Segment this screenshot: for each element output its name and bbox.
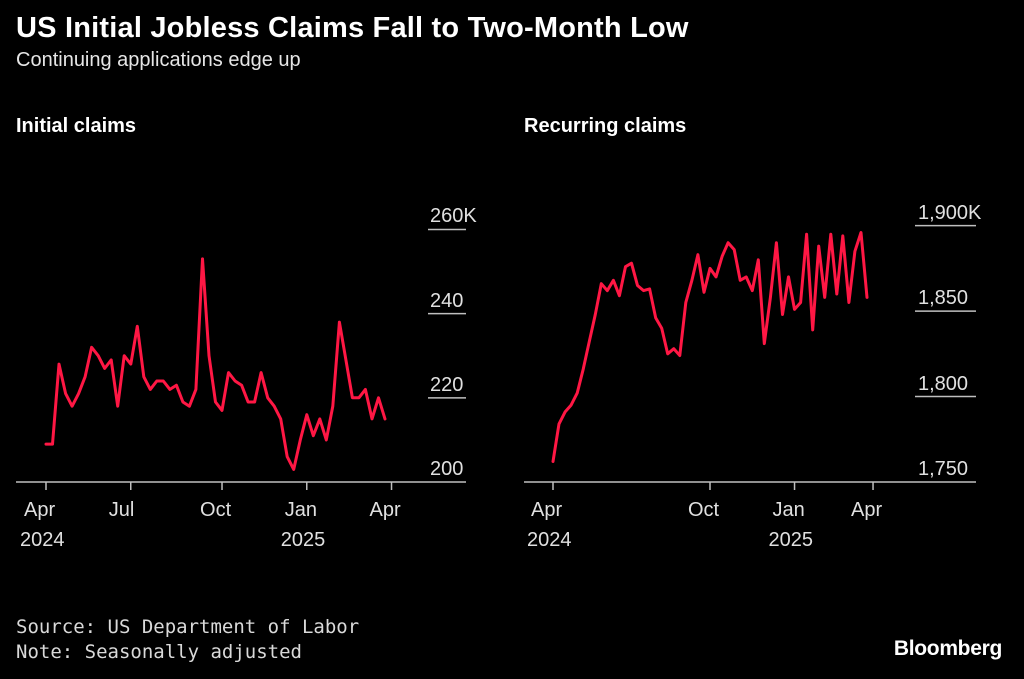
x-tick-label: Oct	[200, 499, 232, 521]
series-line-recurring-claims	[551, 231, 869, 463]
y-tick-label: 1,800	[918, 372, 969, 395]
x-tick-label: Apr	[369, 499, 401, 521]
x-tick-label: Jan	[772, 499, 805, 521]
x-tick-label: Oct	[688, 499, 720, 521]
y-tick-label: 1,850	[918, 287, 969, 310]
x-tick-label: Apr	[531, 499, 563, 521]
x-tick-year-label: 2025	[768, 529, 814, 551]
x-tick-label: Apr	[851, 499, 883, 521]
panel-title-recurring: Recurring claims	[524, 115, 687, 137]
series-line-initial-claims	[44, 257, 387, 471]
y-tick-label: 220	[430, 373, 464, 396]
y-tick-label: 200	[430, 458, 464, 480]
x-tick-label: Jan	[284, 499, 318, 521]
x-tick-label: Jul	[108, 499, 135, 521]
bloomberg-logo: Bloomberg	[893, 637, 1002, 660]
x-tick-year-label: 2024	[527, 529, 572, 551]
y-tick-label: 1,750	[918, 458, 969, 480]
chart-title: US Initial Jobless Claims Fall to Two-Mo…	[16, 12, 689, 44]
x-tick-year-label: 2024	[20, 529, 65, 551]
panel-title-initial: Initial claims	[16, 115, 137, 137]
seasonal-note: Note: Seasonally adjusted	[16, 641, 302, 663]
y-tick-label: 240	[430, 289, 464, 312]
y-tick-label: 260K	[430, 205, 477, 228]
y-tick-label: 1,900K	[918, 201, 982, 224]
x-tick-label: Apr	[24, 499, 56, 521]
chart-subtitle: Continuing applications edge up	[16, 49, 301, 71]
x-tick-year-label: 2025	[280, 529, 326, 551]
source-note: Source: US Department of Labor	[16, 616, 360, 638]
